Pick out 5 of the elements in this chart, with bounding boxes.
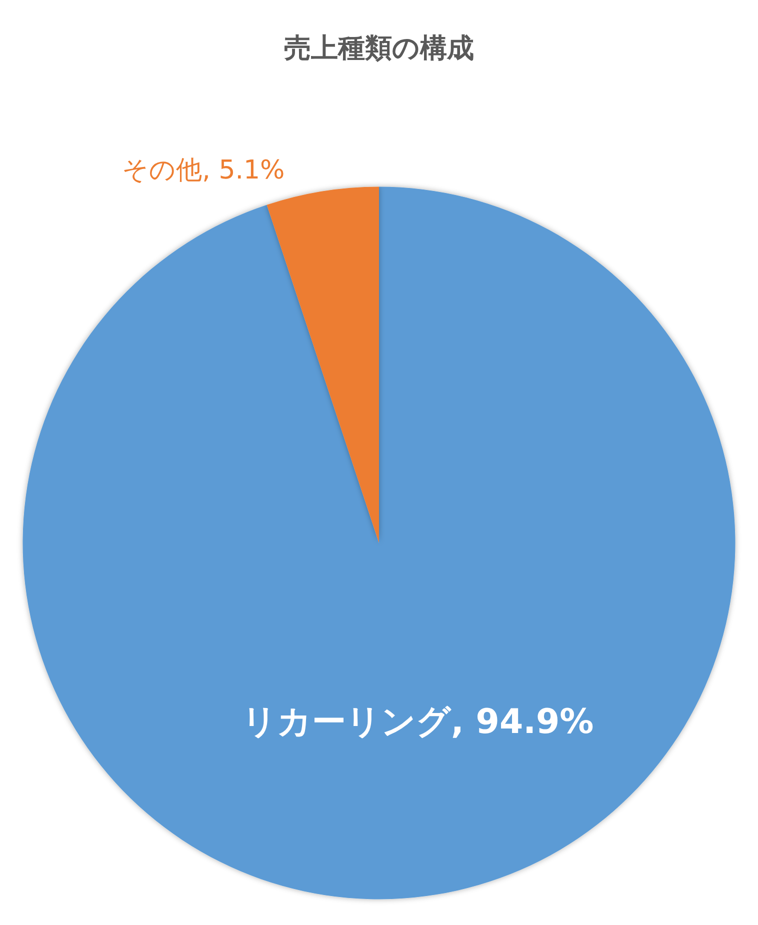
chart-title: 売上種類の構成 [284,33,474,64]
data-label: , 94.9% [451,702,594,742]
data-label: , 5.1% [202,155,285,186]
slice-label: リカーリング [242,702,452,742]
slice-label: その他 [122,155,202,186]
